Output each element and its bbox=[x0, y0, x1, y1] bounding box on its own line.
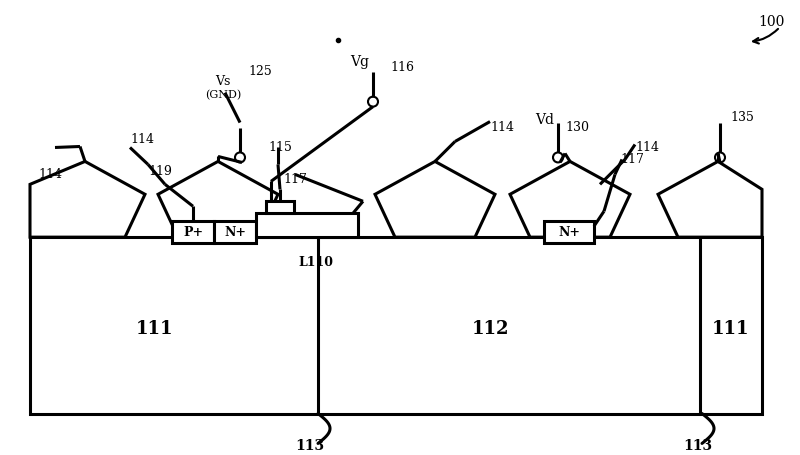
Bar bbox=[214, 221, 256, 243]
Polygon shape bbox=[375, 162, 495, 237]
Text: 135: 135 bbox=[730, 111, 754, 124]
Text: (GND): (GND) bbox=[205, 90, 242, 100]
Circle shape bbox=[368, 96, 378, 106]
Text: 115: 115 bbox=[268, 141, 292, 154]
Bar bbox=[266, 201, 294, 213]
Text: N+: N+ bbox=[224, 226, 246, 239]
Text: 100: 100 bbox=[758, 15, 785, 29]
Text: 114: 114 bbox=[490, 121, 514, 134]
Text: 114: 114 bbox=[130, 133, 154, 146]
Text: 119: 119 bbox=[148, 165, 172, 178]
Polygon shape bbox=[510, 162, 630, 237]
Text: 113: 113 bbox=[683, 440, 713, 454]
Text: N+: N+ bbox=[558, 226, 580, 239]
Circle shape bbox=[235, 152, 245, 162]
Text: 111: 111 bbox=[711, 320, 749, 338]
Text: 111: 111 bbox=[136, 320, 174, 338]
Polygon shape bbox=[30, 162, 145, 237]
Text: Vs: Vs bbox=[215, 75, 230, 88]
Polygon shape bbox=[658, 162, 762, 237]
Text: L110: L110 bbox=[298, 256, 333, 268]
Text: Vg: Vg bbox=[350, 55, 369, 69]
Polygon shape bbox=[158, 162, 278, 237]
Text: Vd: Vd bbox=[535, 112, 554, 126]
Text: 113: 113 bbox=[295, 440, 325, 454]
Text: 114: 114 bbox=[635, 141, 659, 154]
Text: 130: 130 bbox=[565, 121, 589, 134]
Bar bbox=[30, 237, 762, 414]
Circle shape bbox=[553, 152, 563, 162]
Bar bbox=[544, 221, 594, 243]
Text: 117: 117 bbox=[620, 153, 644, 166]
Circle shape bbox=[715, 152, 725, 162]
Text: P+: P+ bbox=[183, 226, 203, 239]
Bar bbox=[172, 221, 214, 243]
Text: 114: 114 bbox=[38, 168, 62, 181]
Text: 125: 125 bbox=[248, 65, 272, 78]
Bar bbox=[256, 213, 358, 237]
Text: 117: 117 bbox=[283, 173, 307, 186]
Text: 112: 112 bbox=[471, 320, 509, 338]
Text: 116: 116 bbox=[390, 61, 414, 74]
